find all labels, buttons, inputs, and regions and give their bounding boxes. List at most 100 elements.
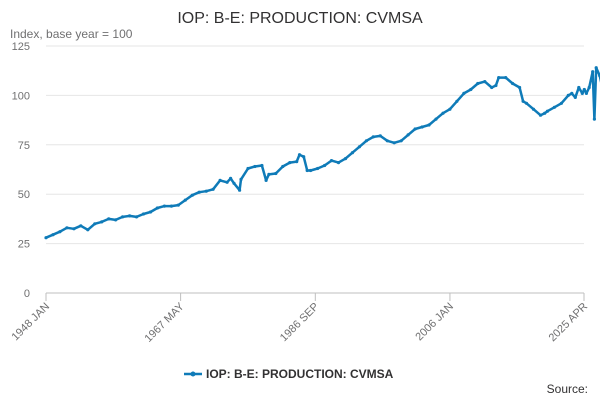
legend-label: IOP: B-E: PRODUCTION: CVMSA: [206, 367, 394, 381]
x-tick-label: 1967 MAY: [143, 300, 188, 345]
data-point: [531, 107, 536, 111]
data-point: [497, 76, 501, 80]
data-point: [559, 101, 564, 105]
data-point: [587, 85, 591, 90]
data-point: [79, 224, 83, 228]
data-point: [577, 85, 581, 90]
x-tick-label: 1986 SEP: [278, 301, 322, 345]
data-point: [141, 212, 146, 216]
data-point: [580, 91, 584, 95]
data-point: [364, 139, 368, 143]
data-point: [197, 190, 201, 194]
data-point: [545, 109, 550, 113]
data-point: [309, 168, 313, 173]
data-point: [288, 161, 292, 165]
data-point: [385, 139, 389, 143]
data-point: [441, 111, 445, 115]
data-point: [518, 85, 522, 90]
data-point: [58, 230, 62, 234]
data-point: [93, 222, 97, 226]
series-line: [44, 66, 600, 239]
data-point: [274, 171, 278, 176]
plot-area: [44, 66, 600, 240]
data-point: [543, 111, 547, 115]
data-point: [582, 87, 586, 92]
data-point: [371, 135, 375, 139]
x-axis: [45, 292, 585, 301]
data-point: [114, 218, 118, 222]
data-point: [350, 151, 354, 155]
y-tick-label: 75: [18, 140, 30, 152]
data-point: [302, 155, 306, 159]
data-point: [483, 80, 487, 84]
data-point: [392, 141, 396, 145]
data-point: [420, 125, 424, 129]
x-tick-label: 1948 JAN: [9, 301, 52, 344]
x-tick-label: 2025 APR: [547, 301, 591, 345]
data-point: [264, 178, 268, 182]
data-point: [44, 236, 48, 240]
data-point: [469, 87, 473, 92]
data-point: [134, 215, 139, 219]
data-point: [521, 99, 525, 103]
data-point: [552, 105, 557, 109]
data-point: [260, 163, 264, 168]
x-tick-labels: 1948 JAN 1967 MAY 1986 SEP 2006 JAN 2025 APR: [9, 300, 590, 345]
data-point: [162, 204, 166, 208]
data-point: [281, 164, 285, 169]
data-point: [176, 203, 180, 207]
y-tick-label: 0: [24, 288, 30, 300]
data-point: [190, 193, 194, 197]
data-point: [86, 228, 90, 232]
data-point: [592, 117, 597, 121]
data-point: [413, 127, 417, 131]
data-point: [343, 157, 348, 161]
legend[interactable]: IOP: B-E: PRODUCTION: CVMSA: [184, 367, 394, 381]
data-point: [238, 188, 242, 192]
data-point: [490, 85, 494, 90]
y-tick-label: 100: [12, 90, 30, 102]
data-point: [455, 99, 459, 103]
data-point: [336, 161, 341, 165]
data-point: [305, 168, 309, 173]
source-label: Source:: [547, 382, 588, 396]
data-point: [229, 176, 233, 180]
y-tick-label: 50: [18, 189, 30, 201]
data-point: [225, 180, 229, 184]
chart-title: IOP: B-E: PRODUCTION: CVMSA: [177, 10, 423, 27]
data-point: [594, 66, 598, 70]
data-point: [329, 159, 334, 163]
data-point: [128, 214, 132, 218]
data-point: [504, 76, 508, 80]
data-point: [494, 83, 498, 88]
data-point: [148, 210, 153, 214]
data-point: [316, 166, 320, 171]
data-point: [204, 189, 208, 193]
data-point: [155, 206, 159, 210]
data-point: [573, 95, 577, 99]
y-tick-labels: 0 25 50 75 100 125: [12, 41, 30, 300]
data-point: [297, 153, 302, 157]
data-point: [267, 172, 271, 176]
data-point: [538, 113, 543, 117]
data-point: [72, 227, 76, 231]
data-point: [406, 133, 410, 137]
data-point: [323, 163, 327, 168]
data-point: [51, 233, 55, 237]
data-point: [566, 93, 570, 97]
data-point: [524, 101, 529, 105]
data-point: [434, 117, 438, 121]
data-point: [591, 70, 595, 74]
data-point: [232, 181, 236, 185]
data-point: [107, 217, 111, 221]
data-point: [183, 198, 187, 202]
data-point: [100, 220, 104, 224]
data-point: [510, 81, 515, 86]
data-point: [218, 178, 222, 182]
data-point: [253, 164, 257, 169]
data-point: [239, 177, 243, 181]
data-point: [357, 145, 361, 149]
y-tick-label: 25: [18, 239, 30, 251]
data-point: [462, 91, 466, 95]
